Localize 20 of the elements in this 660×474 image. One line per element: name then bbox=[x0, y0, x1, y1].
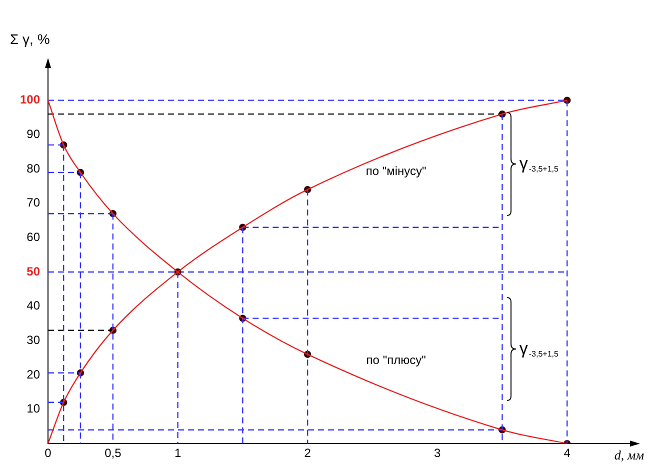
annotation: по "плюсу" bbox=[366, 352, 426, 367]
x-tick-label: 1 bbox=[174, 446, 182, 460]
y-tick-label: 90 bbox=[26, 126, 40, 141]
x-tick-label: 4 bbox=[564, 446, 571, 460]
y-tick-label: 70 bbox=[26, 196, 40, 210]
y-tick-label: 30 bbox=[26, 332, 40, 347]
y-tick-label: 10 bbox=[26, 402, 40, 416]
x-tick-label: 0,5 bbox=[104, 446, 122, 460]
y-tick-label: 50 bbox=[26, 264, 40, 278]
x-tick-label: 2 bbox=[304, 446, 312, 460]
y-tick-label: 100 bbox=[20, 92, 40, 107]
y-tick-label: 60 bbox=[26, 230, 40, 244]
annotation: по "мінусу" bbox=[366, 164, 426, 178]
y-tick-label: 80 bbox=[26, 161, 40, 176]
y-axis-title: Σ γ, % bbox=[10, 31, 50, 47]
x-tick-label: 3 bbox=[434, 446, 441, 460]
y-tick-label: 40 bbox=[26, 298, 40, 313]
y-tick-label: 20 bbox=[26, 367, 40, 382]
x-tick-label: 0 bbox=[44, 446, 52, 460]
x-axis-title: d, мм bbox=[614, 448, 644, 463]
